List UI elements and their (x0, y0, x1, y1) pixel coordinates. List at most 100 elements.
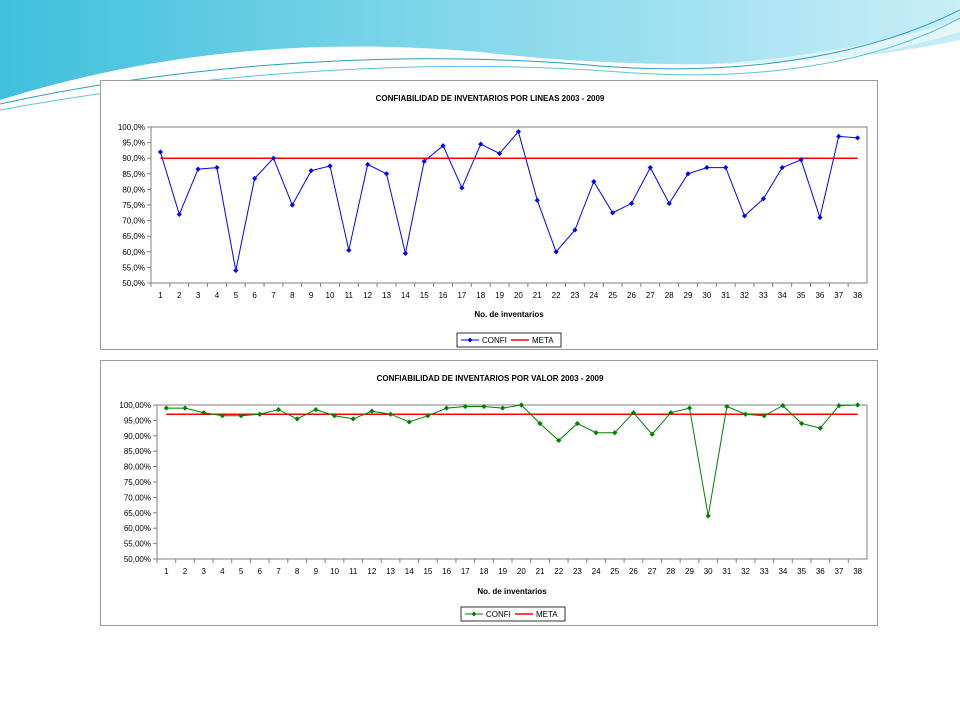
y-tick-label: 100,00% (119, 401, 151, 410)
data-point-confi (308, 168, 314, 174)
data-point-confi (572, 227, 578, 233)
data-point-confi (365, 161, 371, 168)
data-point-confi (331, 413, 338, 419)
data-point-confi (496, 150, 503, 157)
x-tick-label: 37 (835, 567, 844, 576)
data-point-confi (157, 149, 164, 155)
x-tick-label: 32 (741, 567, 750, 576)
x-tick-label: 11 (349, 567, 358, 576)
data-point-confi (534, 197, 540, 203)
y-tick-label: 85,00% (124, 447, 151, 456)
x-tick-label: 5 (239, 567, 244, 576)
data-point-confi (402, 250, 408, 256)
x-tick-label: 1 (164, 567, 169, 576)
x-tick-label: 2 (183, 567, 188, 576)
y-tick-label: 70,0% (122, 217, 145, 226)
x-tick-label: 28 (666, 567, 675, 576)
x-tick-label: 22 (554, 567, 563, 576)
x-tick-label: 19 (495, 291, 504, 300)
x-tick-label: 36 (815, 291, 824, 300)
x-tick-label: 17 (457, 291, 466, 300)
data-point-confi (421, 158, 427, 164)
x-tick-label: 27 (648, 567, 657, 576)
x-tick-label: 11 (345, 291, 354, 300)
y-tick-label: 50,0% (122, 279, 145, 288)
data-point-confi (313, 407, 319, 413)
data-point-confi (612, 430, 618, 436)
data-point-confi (383, 171, 390, 177)
x-tick-label: 33 (759, 291, 768, 300)
x-tick-label: 22 (552, 291, 561, 300)
y-tick-label: 60,0% (122, 248, 145, 257)
x-tick-label: 38 (853, 291, 862, 300)
x-tick-label: 14 (405, 567, 414, 576)
x-tick-label: 6 (252, 291, 257, 300)
x-tick-label: 16 (442, 567, 451, 576)
x-tick-label: 12 (363, 291, 372, 300)
data-point-confi (647, 164, 653, 171)
data-point-confi (275, 407, 282, 413)
x-tick-label: 20 (514, 291, 523, 300)
x-tick-label: 19 (498, 567, 507, 576)
x-tick-label: 20 (517, 567, 526, 576)
y-tick-label: 100,0% (118, 123, 145, 132)
chart-valor: CONFIABILIDAD DE INVENTARIOS POR VALOR 2… (119, 374, 868, 622)
x-tick-label: 21 (536, 567, 545, 576)
x-tick-label: 37 (834, 291, 843, 300)
legend-marker-confi (467, 337, 473, 343)
header-wave-line (0, 9, 960, 105)
x-tick-label: 15 (420, 291, 429, 300)
data-point-confi (518, 402, 524, 408)
data-point-confi (556, 437, 562, 444)
plot-area (156, 404, 868, 560)
x-tick-label: 25 (608, 291, 617, 300)
x-tick-label: 13 (386, 567, 395, 576)
x-tick-label: 26 (627, 291, 636, 300)
data-point-confi (741, 213, 748, 219)
x-tick-label: 7 (276, 567, 281, 576)
data-point-confi (836, 133, 842, 139)
data-point-confi (817, 214, 823, 221)
x-tick-label: 23 (570, 291, 579, 300)
x-tick-label: 33 (760, 567, 769, 576)
x-axis-ticks: 1 2 3 4 5 6 7 8 9 10 11 12 13 14 15 16 17 18 19 20 21 22 23 24 2… (150, 283, 863, 300)
x-axis-title: No. de inventarios (477, 587, 547, 596)
data-point-confi (574, 420, 580, 427)
data-point-confi (195, 166, 201, 172)
series-line-confi (159, 130, 858, 271)
data-point-confi (591, 179, 597, 185)
data-point-confi (761, 413, 767, 419)
x-tick-label: 34 (778, 291, 787, 300)
x-tick-label: 8 (290, 291, 295, 300)
x-tick-label: 9 (309, 291, 314, 300)
data-point-confi (593, 430, 599, 436)
chart-title: CONFIABILIDAD DE INVENTARIOS POR VALOR 2… (377, 374, 604, 383)
y-tick-label: 80,00% (124, 463, 151, 472)
y-tick-label: 55,00% (124, 540, 151, 549)
x-axis-ticks: 1 2 3 4 5 6 7 8 9 10 11 12 13 14 15 16 17 18 19 20 21 22 23 24 2… (156, 559, 863, 576)
x-tick-label: 12 (367, 567, 376, 576)
x-tick-label: 38 (853, 567, 862, 576)
data-point-confi (760, 196, 766, 202)
data-point-confi (478, 141, 484, 147)
data-point-confi (252, 175, 258, 182)
chart-lineas: CONFIABILIDAD DE INVENTARIOS POR LINEAS … (118, 94, 868, 348)
y-axis-ticks: 50,00% 55,00% 60,00% 65,00% 70,00% 75,00% 80,0… (119, 401, 157, 564)
plot-area (150, 126, 868, 284)
y-tick-label: 90,0% (122, 154, 145, 163)
data-point-confi (515, 129, 522, 135)
y-tick-label: 65,00% (124, 509, 151, 518)
data-point-confi (444, 405, 450, 411)
x-tick-label: 25 (610, 567, 619, 576)
legend-label-confi: CONFI (486, 610, 511, 619)
y-tick-label: 75,00% (124, 478, 151, 487)
data-point-confi (182, 405, 188, 411)
legend-label-meta: META (536, 610, 558, 619)
data-point-confi (705, 513, 711, 519)
x-tick-label: 29 (685, 567, 694, 576)
y-tick-label: 70,00% (124, 493, 151, 502)
data-point-confi (798, 157, 804, 163)
legend: CONFI META (460, 606, 566, 622)
chart-title: CONFIABILIDAD DE INVENTARIOS POR LINEAS … (376, 94, 605, 103)
x-tick-label: 24 (589, 291, 598, 300)
